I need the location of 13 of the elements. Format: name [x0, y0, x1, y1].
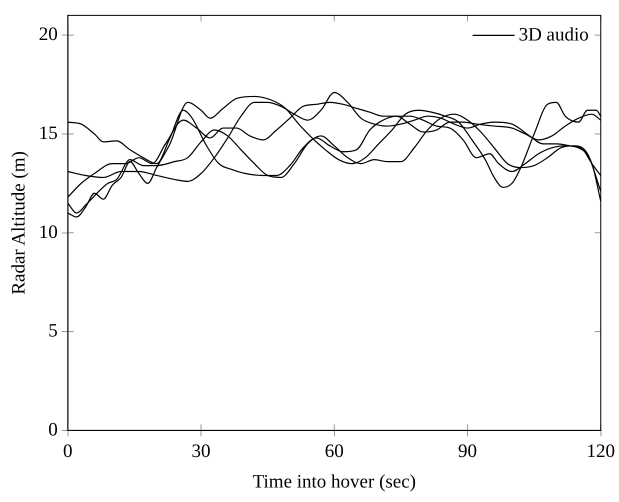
legend-label: 3D audio — [518, 24, 589, 46]
y-tick-label: 0 — [48, 419, 58, 440]
y-tick-label: 10 — [38, 222, 58, 243]
x-tick-label: 90 — [458, 440, 478, 462]
x-tick-label: 0 — [63, 440, 73, 462]
x-tick-label: 30 — [192, 440, 211, 462]
x-tick-label: 60 — [324, 440, 344, 462]
y-tick-label: 5 — [48, 320, 58, 342]
y-tick-label: 20 — [38, 24, 58, 46]
x-tick-label: 120 — [586, 440, 615, 462]
y-tick-label: 15 — [38, 122, 58, 144]
x-axis-title: Time into hover (sec) — [252, 472, 416, 493]
y-axis-title: Radar Altitude (m) — [8, 151, 30, 295]
